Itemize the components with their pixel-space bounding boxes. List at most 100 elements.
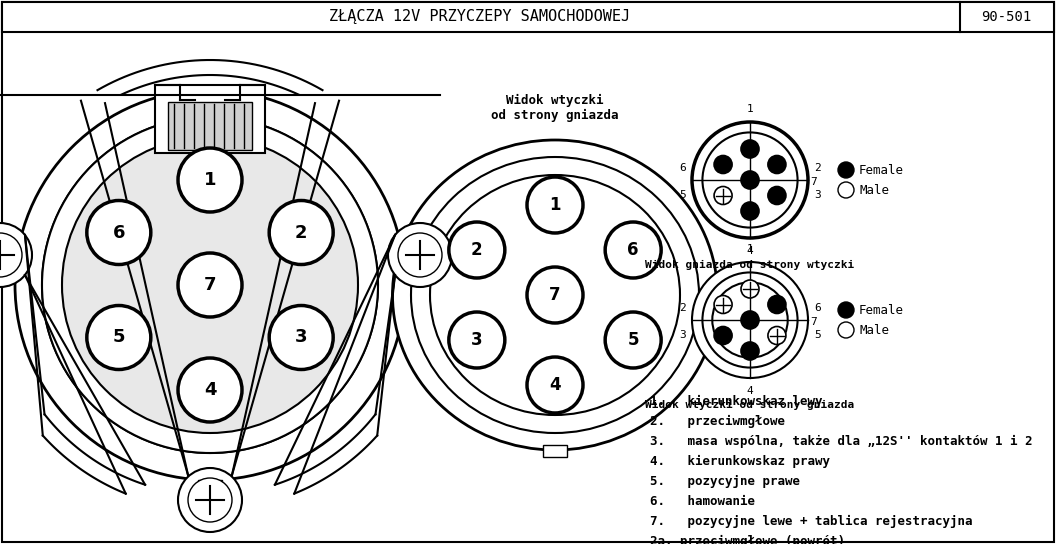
Circle shape [449, 312, 505, 368]
Circle shape [692, 122, 808, 238]
Bar [2, 2, 1054, 32]
Circle shape [269, 306, 334, 369]
Bar [168, 102, 252, 150]
Circle shape [714, 326, 732, 344]
Text: 2a. przeciwmgłowe (powrót): 2a. przeciwmgłowe (powrót) [650, 535, 845, 544]
Ellipse shape [393, 140, 717, 450]
Text: 6: 6 [627, 241, 639, 259]
Ellipse shape [430, 175, 680, 415]
Circle shape [741, 140, 759, 158]
Circle shape [449, 222, 505, 278]
Text: Female: Female [859, 304, 904, 317]
Text: Male: Male [859, 324, 889, 337]
Circle shape [87, 201, 151, 264]
Text: 1: 1 [549, 196, 561, 214]
Text: 3: 3 [295, 329, 307, 347]
Circle shape [702, 273, 797, 368]
Circle shape [713, 282, 788, 358]
Circle shape [178, 148, 242, 212]
Circle shape [42, 117, 378, 453]
Circle shape [838, 302, 854, 318]
Text: 5: 5 [113, 329, 125, 347]
Text: 2: 2 [679, 303, 686, 313]
Text: 4: 4 [747, 246, 753, 256]
Text: Widok wtyczki: Widok wtyczki [506, 94, 604, 107]
Text: 6: 6 [814, 303, 821, 313]
Text: Widok gniazda od strony wtyczki: Widok gniazda od strony wtyczki [645, 260, 854, 270]
Text: 7: 7 [549, 286, 561, 304]
Circle shape [527, 267, 583, 323]
Circle shape [269, 201, 334, 264]
Text: ZŁĄCZA 12V PRZYCZEPY SAMOCHODOWEJ: ZŁĄCZA 12V PRZYCZEPY SAMOCHODOWEJ [329, 9, 630, 24]
Circle shape [388, 223, 452, 287]
Circle shape [178, 358, 242, 422]
Text: 2: 2 [471, 241, 483, 259]
Text: 7: 7 [810, 317, 816, 327]
Circle shape [605, 312, 661, 368]
Text: 5: 5 [627, 331, 639, 349]
Text: 7: 7 [810, 177, 816, 187]
Text: Female: Female [859, 164, 904, 176]
Circle shape [768, 187, 786, 205]
Bar [155, 85, 265, 153]
Circle shape [188, 478, 232, 522]
Text: 7: 7 [204, 276, 216, 294]
Circle shape [62, 137, 358, 433]
Circle shape [62, 137, 358, 433]
Circle shape [605, 222, 661, 278]
Circle shape [0, 233, 22, 277]
Text: 5.   pozycyjne prawe: 5. pozycyjne prawe [650, 475, 800, 488]
Bar [199, 480, 222, 498]
Ellipse shape [411, 157, 699, 433]
Circle shape [62, 137, 358, 433]
Text: 3.   masa wspólna, także dla „12S'' kontaktów 1 i 2: 3. masa wspólna, także dla „12S'' kontak… [650, 435, 1033, 448]
Text: 6.   hamowanie: 6. hamowanie [650, 495, 755, 508]
Text: 6: 6 [679, 163, 686, 173]
Circle shape [838, 322, 854, 338]
Circle shape [527, 177, 583, 233]
Text: 3: 3 [471, 331, 483, 349]
Text: 4: 4 [747, 386, 753, 396]
Circle shape [768, 326, 786, 344]
Circle shape [741, 342, 759, 360]
Circle shape [178, 468, 242, 532]
Circle shape [527, 357, 583, 413]
Text: 1: 1 [747, 104, 753, 114]
Text: 7.   pozycyjne lewe + tablica rejestracyjna: 7. pozycyjne lewe + tablica rejestracyjn… [650, 515, 973, 528]
Circle shape [714, 156, 732, 174]
Text: 2.   przeciwmgłowe: 2. przeciwmgłowe [650, 415, 785, 428]
Text: 6: 6 [113, 224, 125, 242]
Circle shape [15, 90, 406, 480]
Text: od strony gniazda: od strony gniazda [491, 108, 619, 121]
Text: 1.   kierunkowskaz lewy: 1. kierunkowskaz lewy [650, 395, 823, 408]
Circle shape [0, 223, 32, 287]
Circle shape [714, 295, 732, 313]
Text: 4: 4 [204, 381, 216, 399]
Text: 2: 2 [814, 163, 821, 173]
Text: 3: 3 [679, 330, 686, 340]
Circle shape [178, 253, 242, 317]
Text: 4.   kierunkowskaz prawy: 4. kierunkowskaz prawy [650, 455, 830, 468]
Text: 90-501: 90-501 [981, 10, 1031, 24]
Circle shape [768, 295, 786, 313]
Circle shape [692, 262, 808, 378]
Text: 1: 1 [204, 171, 216, 189]
Circle shape [741, 171, 759, 189]
Text: Widok wtyczki od strony gniazda: Widok wtyczki od strony gniazda [645, 400, 854, 410]
Circle shape [768, 156, 786, 174]
Circle shape [741, 280, 759, 298]
Circle shape [838, 162, 854, 178]
Circle shape [87, 306, 151, 369]
Circle shape [838, 182, 854, 198]
Text: 1: 1 [747, 244, 753, 254]
Circle shape [42, 117, 378, 453]
Bar [543, 445, 567, 457]
Circle shape [741, 311, 759, 329]
Text: 5: 5 [814, 330, 821, 340]
Text: 5: 5 [679, 190, 686, 200]
Circle shape [702, 132, 797, 227]
Text: 4: 4 [549, 376, 561, 394]
Circle shape [714, 187, 732, 205]
Text: 3: 3 [814, 190, 821, 200]
Circle shape [741, 202, 759, 220]
